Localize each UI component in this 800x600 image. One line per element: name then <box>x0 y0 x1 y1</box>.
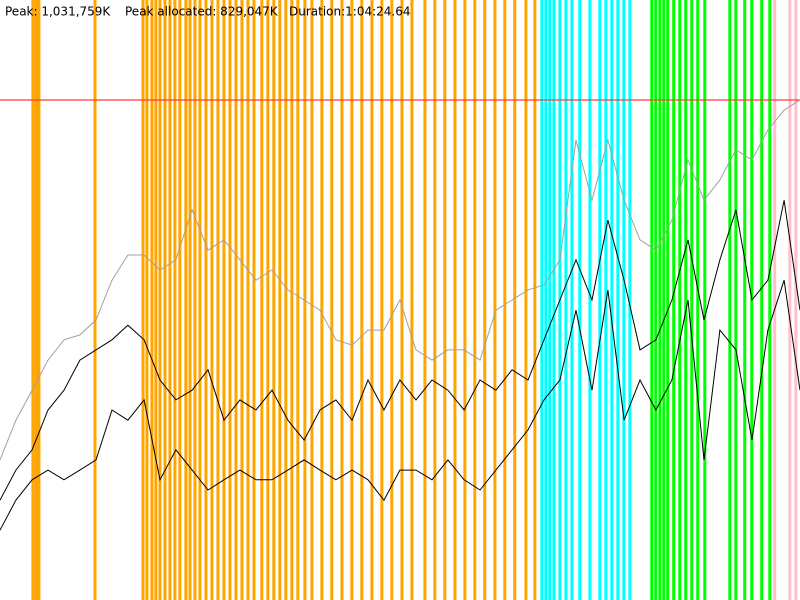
event-stripe <box>168 0 172 600</box>
event-stripe <box>728 0 732 600</box>
event-stripe <box>284 0 288 600</box>
event-stripe <box>598 0 602 600</box>
event-stripe <box>93 0 97 600</box>
event-stripe <box>703 0 707 600</box>
event-stripe <box>696 0 700 600</box>
event-stripe <box>234 0 238 600</box>
memory-line <box>0 99 800 461</box>
event-stripe <box>552 0 556 600</box>
event-stripe <box>548 0 552 600</box>
event-stripe <box>330 0 334 600</box>
event-stripe <box>350 0 354 600</box>
event-stripe <box>544 0 548 600</box>
event-stripe <box>272 0 276 600</box>
event-stripe <box>794 0 798 600</box>
event-stripe <box>141 0 145 600</box>
event-stripe <box>145 0 149 600</box>
event-stripe <box>260 0 264 600</box>
event-stripe <box>666 0 670 600</box>
event-stripe <box>743 0 747 600</box>
event-stripe <box>290 0 294 600</box>
event-stripe <box>622 0 626 600</box>
event-stripe <box>390 0 394 600</box>
event-stripe <box>463 0 467 600</box>
event-stripe <box>193 0 197 600</box>
event-stripe <box>360 0 364 600</box>
memory-line <box>0 280 800 531</box>
memory-line <box>0 200 800 501</box>
event-stripe <box>453 0 457 600</box>
event-stripe <box>240 0 244 600</box>
event-stripe <box>578 0 582 600</box>
header-stat: Peak: 1,031,759K <box>5 5 111 19</box>
event-stripe <box>278 0 282 600</box>
event-stripe <box>296 0 300 600</box>
event-stripe <box>672 0 676 600</box>
event-stripe <box>184 0 188 600</box>
event-stripe <box>654 0 658 600</box>
event-stripe <box>684 0 688 600</box>
event-stripe <box>473 0 477 600</box>
event-stripe <box>320 0 324 600</box>
event-stripe <box>768 0 772 600</box>
event-stripe <box>188 0 192 600</box>
event-stripe <box>410 0 414 600</box>
event-stripe <box>400 0 404 600</box>
event-stripe <box>433 0 437 600</box>
event-stripe <box>154 0 158 600</box>
event-stripe <box>380 0 384 600</box>
event-stripe <box>310 0 314 600</box>
event-stripe <box>513 0 517 600</box>
header-stat: Peak allocated: 829,047K <box>125 5 279 19</box>
event-stripe <box>246 0 250 600</box>
event-stripe <box>483 0 487 600</box>
event-stripe <box>540 0 544 600</box>
event-stripe <box>662 0 666 600</box>
event-stripe <box>178 0 182 600</box>
event-stripe <box>340 0 344 600</box>
event-stripe <box>760 0 764 600</box>
event-stripe <box>493 0 497 600</box>
event-stripe <box>734 0 738 600</box>
event-stripe <box>658 0 662 600</box>
event-stripe <box>158 0 162 600</box>
event-stripe <box>443 0 447 600</box>
event-stripe <box>31 0 35 600</box>
event-stripe <box>37 0 41 600</box>
event-stripe <box>628 0 632 600</box>
event-stripe <box>616 0 620 600</box>
event-stripe <box>204 0 208 600</box>
event-stripe <box>163 0 167 600</box>
event-stripe <box>198 0 202 600</box>
header-stat: Duration:1:04:24.64 <box>289 5 411 19</box>
event-stripe <box>773 0 777 600</box>
event-stripe <box>570 0 574 600</box>
event-stripe <box>216 0 220 600</box>
event-stripe <box>588 0 592 600</box>
event-stripe <box>370 0 374 600</box>
event-stripe <box>210 0 214 600</box>
event-stripe <box>524 0 528 600</box>
event-stripe <box>788 0 792 600</box>
event-stripe <box>503 0 507 600</box>
event-stripe <box>610 0 614 600</box>
event-stripe <box>423 0 427 600</box>
event-stripe <box>678 0 682 600</box>
event-stripe <box>222 0 226 600</box>
event-stripe <box>690 0 694 600</box>
event-stripe <box>533 0 537 600</box>
event-stripe <box>173 0 177 600</box>
event-stripe <box>252 0 256 600</box>
event-stripe <box>266 0 270 600</box>
event-stripe <box>34 0 38 600</box>
event-stripe <box>650 0 654 600</box>
event-stripe <box>150 0 154 600</box>
event-stripe <box>228 0 232 600</box>
event-stripe <box>564 0 568 600</box>
